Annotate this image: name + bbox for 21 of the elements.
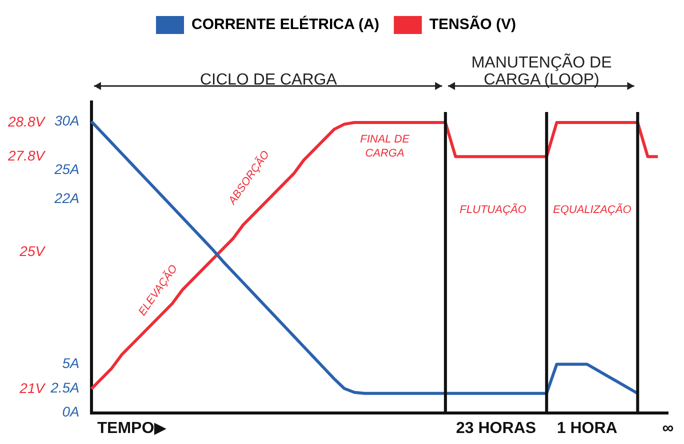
x-tick-label: 23 HORAS bbox=[456, 420, 536, 437]
x-tick-label: TEMPO▶ bbox=[97, 420, 168, 437]
legend-label: CORRENTE ELÉTRICA (A) bbox=[192, 15, 380, 34]
y-tick-label: 30A bbox=[54, 112, 80, 128]
x-tick-label: ∞ bbox=[662, 420, 674, 437]
annotation: EQUALIZAÇÃO bbox=[553, 202, 632, 216]
legend-label: TENSÃO (V) bbox=[429, 15, 516, 34]
y-tick-label: 22A bbox=[53, 190, 80, 206]
annotation: FINAL DE CARGA bbox=[360, 134, 410, 160]
y-tick-label: 2.5A bbox=[50, 379, 80, 396]
y-tick-label: 5A bbox=[62, 355, 80, 372]
y2-tick-label: 21V bbox=[18, 380, 46, 396]
y-tick-label: 0A bbox=[62, 404, 80, 420]
y2-tick-label: 25V bbox=[18, 243, 46, 260]
y2-tick-label: 28.8V bbox=[6, 113, 46, 130]
text: CICLO DE CARGA bbox=[200, 71, 338, 88]
annotation: FLUTUAÇÃO bbox=[460, 202, 527, 216]
text: MANUTENÇÃO DE CARGA (LOOP) bbox=[471, 52, 612, 88]
y-tick-label: 25A bbox=[53, 160, 80, 177]
y2-tick-label: 27.8V bbox=[6, 148, 46, 164]
x-tick-label: 1 HORA bbox=[556, 420, 618, 437]
